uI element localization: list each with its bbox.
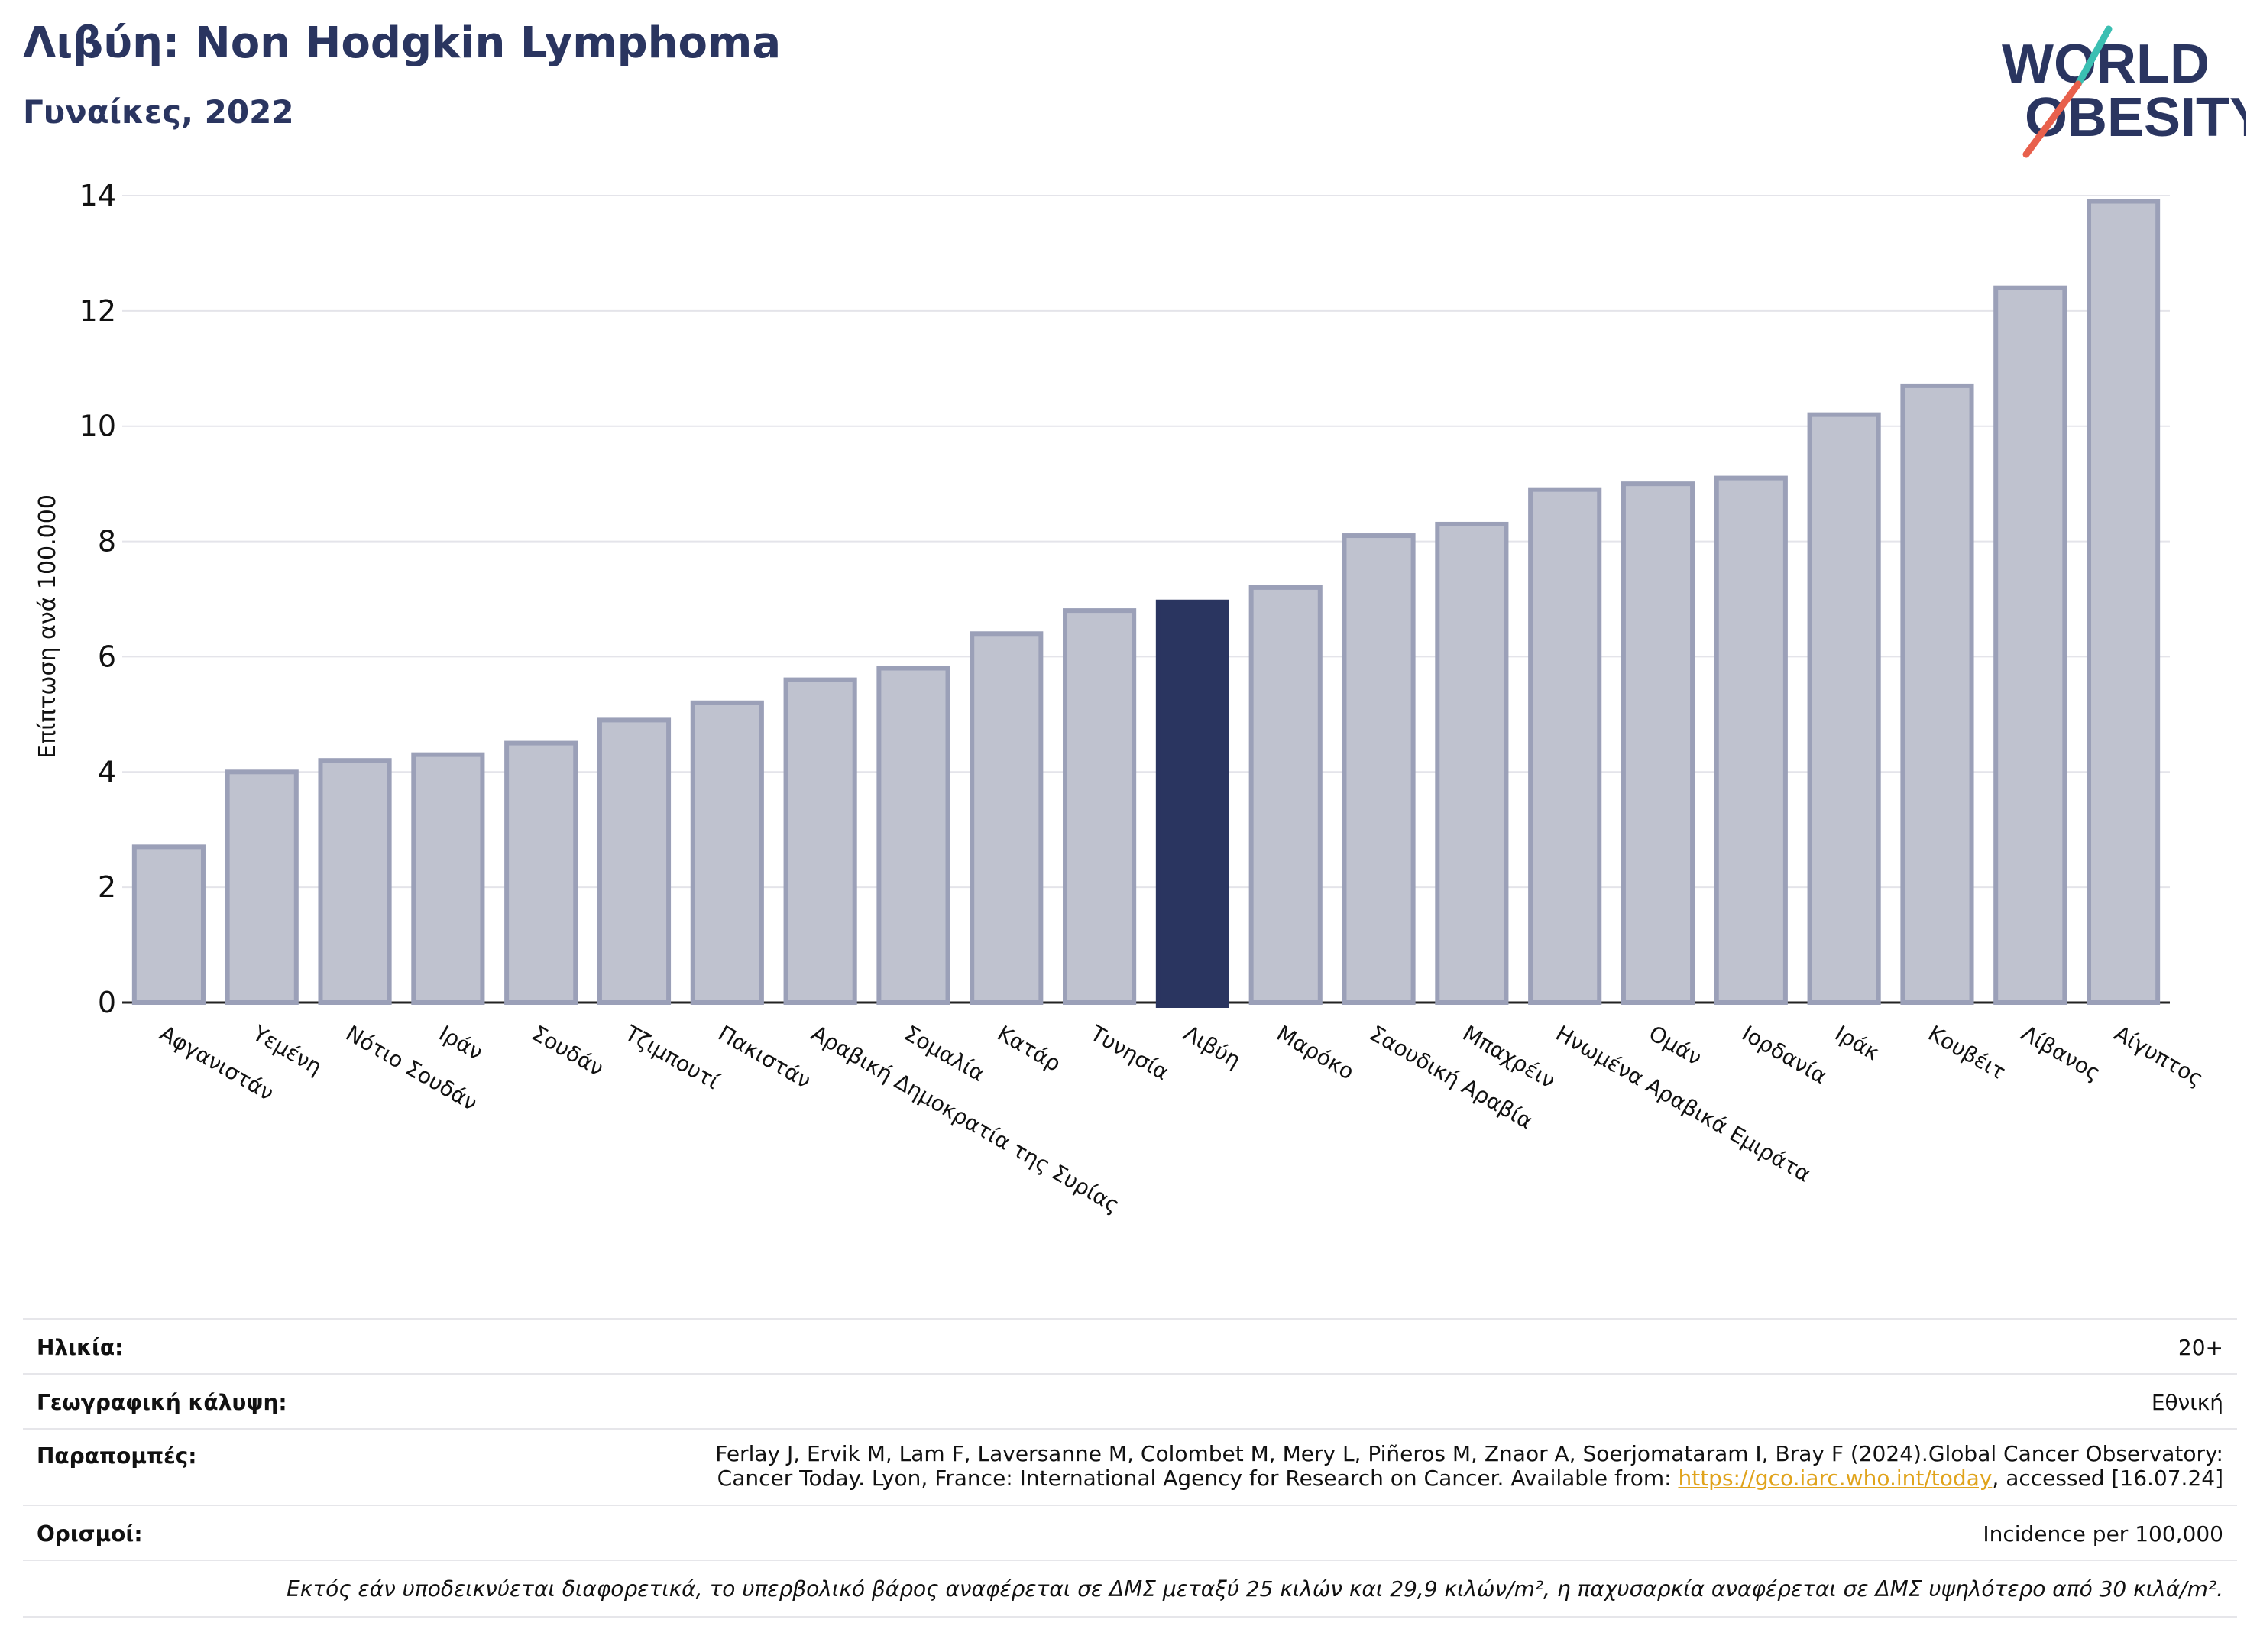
x-tick-label: Κατάρ xyxy=(993,1020,1065,1077)
world-obesity-logo: WORLD OBESITY xyxy=(2002,25,2246,158)
y-tick-label: 4 xyxy=(98,755,116,789)
bar xyxy=(1807,412,1881,1005)
meta-row-references: Παραπομπές: Ferlay J, Ervik M, Lam F, La… xyxy=(23,1428,2237,1506)
logo-slash-red xyxy=(2022,80,2082,158)
age-label: Ηλικία: xyxy=(37,1335,124,1360)
definitions-label: Ορισμοί: xyxy=(37,1521,143,1547)
references-value: Ferlay J, Ervik M, Lam F, Laversanne M, … xyxy=(715,1442,2223,1491)
references-label: Παραπομπές: xyxy=(37,1443,197,1469)
y-tick-label: 2 xyxy=(98,870,116,904)
bar xyxy=(1435,521,1509,1005)
x-tick-label: Λιβύη xyxy=(1179,1020,1245,1073)
logo-line1: WORLD xyxy=(2002,34,2210,95)
x-tick-label: Πακιστάν xyxy=(714,1020,815,1093)
bar xyxy=(1528,487,1602,1005)
bar xyxy=(504,740,578,1005)
x-tick-label: Τυνησία xyxy=(1086,1020,1174,1085)
references-link[interactable]: https://gco.iarc.who.int/today xyxy=(1678,1466,1993,1491)
x-tick-label: Λίβανος xyxy=(2017,1020,2105,1086)
bar xyxy=(1621,481,1695,1005)
x-tick-label: Αίγυπτος xyxy=(2110,1020,2208,1091)
definitions-value: Incidence per 100,000 xyxy=(1983,1521,2223,1547)
bars xyxy=(131,199,2161,1008)
bar xyxy=(1342,533,1416,1005)
references-line2-post: , accessed [16.07.24] xyxy=(1992,1466,2223,1491)
bar xyxy=(131,844,206,1006)
meta-row-definitions: Ορισμοί: Incidence per 100,000 xyxy=(23,1505,2237,1561)
bar xyxy=(1155,599,1229,1008)
x-tick-label: Ομάν xyxy=(1645,1020,1707,1071)
bar xyxy=(597,717,672,1006)
y-tick-label: 12 xyxy=(79,294,116,328)
x-tick-label: Τζιμπουτί xyxy=(620,1020,724,1094)
x-tick-label: Αραβική Δημοκρατία της Συρίας xyxy=(807,1020,1124,1218)
y-axis: 0 2 4 6 8 10 12 14 xyxy=(79,179,116,1019)
bar xyxy=(783,677,857,1005)
y-tick-label: 6 xyxy=(98,640,116,673)
meta-row-note: Εκτός εάν υποδεικνύεται διαφορετικά, το … xyxy=(23,1560,2237,1618)
bar xyxy=(1993,285,2067,1005)
bar xyxy=(1063,608,1137,1005)
y-tick-label: 0 xyxy=(98,986,116,1019)
bar xyxy=(411,752,485,1006)
age-value: 20+ xyxy=(2177,1335,2223,1360)
meta-row-age: Ηλικία: 20+ xyxy=(23,1318,2237,1375)
bar xyxy=(1900,383,1974,1005)
bar xyxy=(1248,585,1323,1005)
logo-line2: OBESITY xyxy=(2025,87,2246,148)
coverage-value: Εθνική xyxy=(2151,1390,2223,1415)
bar xyxy=(318,758,392,1005)
references-line2-pre: Cancer Today. Lyon, France: Internationa… xyxy=(717,1466,1679,1491)
references-line2: Cancer Today. Lyon, France: Internationa… xyxy=(715,1466,2223,1491)
x-tick-label: Υεμένη xyxy=(248,1020,326,1080)
bar xyxy=(970,631,1044,1005)
bar xyxy=(1714,475,1788,1005)
y-tick-label: 10 xyxy=(79,410,116,443)
logo-slash-teal xyxy=(2074,25,2113,88)
y-axis-label: Επίπτωση ανά 100.000 xyxy=(34,494,61,759)
y-tick-label: 14 xyxy=(79,179,116,212)
references-line1: Ferlay J, Ervik M, Lam F, Laversanne M, … xyxy=(715,1441,2223,1466)
definitions-note: Εκτός εάν υποδεικνύεται διαφορετικά, το … xyxy=(287,1576,2223,1602)
coverage-label: Γεωγραφική κάλυψη: xyxy=(37,1390,287,1415)
bar xyxy=(225,769,299,1005)
x-tick-label: Ιράν xyxy=(435,1020,487,1065)
y-tick-label: 8 xyxy=(98,525,116,559)
meta-row-coverage: Γεωγραφική κάλυψη: Εθνική xyxy=(23,1373,2237,1430)
x-tick-label: Σουδάν xyxy=(528,1020,608,1081)
bar xyxy=(876,666,950,1005)
x-tick-label: Ιράκ xyxy=(1831,1020,1883,1065)
page-title: Λιβύη: Non Hodgkin Lymphoma xyxy=(23,18,782,68)
x-tick-label: Σαουδική Αραβία xyxy=(1365,1020,1537,1134)
x-tick-label: Ιορδανία xyxy=(1737,1020,1831,1089)
bar xyxy=(2087,199,2161,1005)
bar xyxy=(690,700,764,1005)
page-subtitle: Γυναίκες, 2022 xyxy=(23,93,294,131)
x-tick-label: Μαρόκο xyxy=(1272,1020,1358,1084)
x-tick-label: Κουβέιτ xyxy=(1924,1020,2010,1084)
